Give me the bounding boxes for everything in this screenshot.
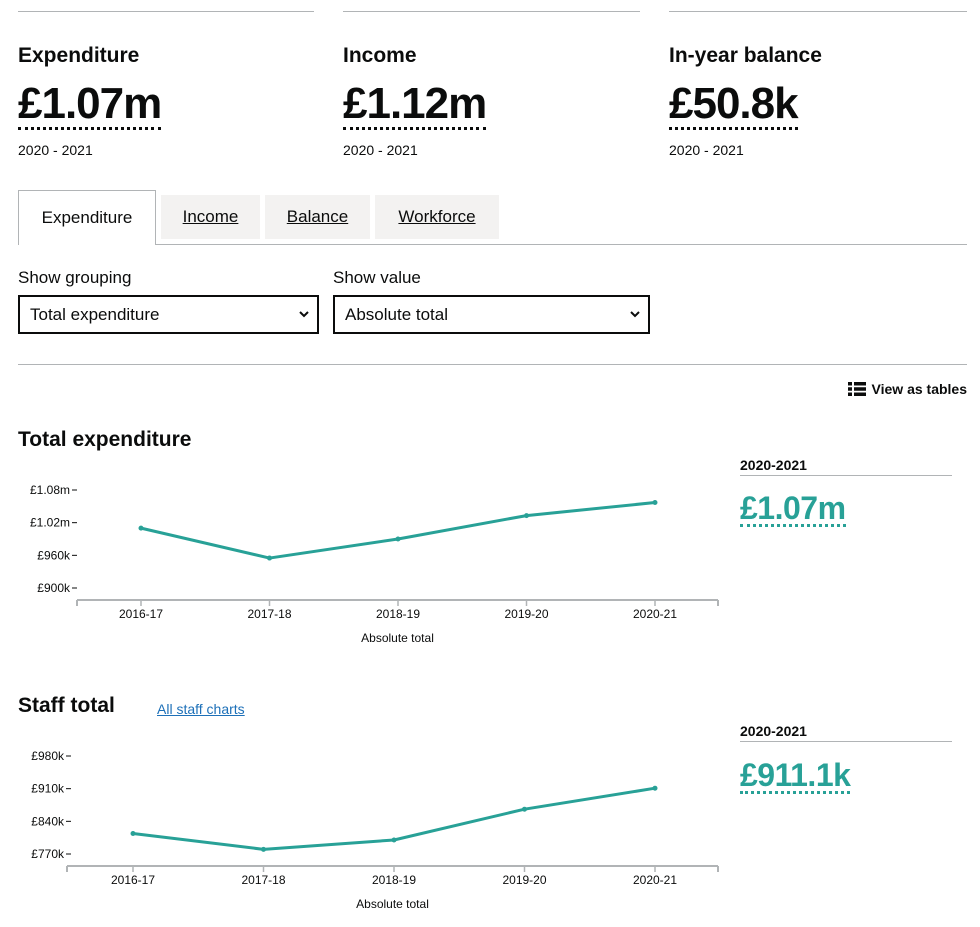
kpi-income-period: 2020 - 2021 — [343, 142, 418, 158]
staff-x-tick-label: 2017-18 — [241, 873, 285, 887]
kpi-income-value[interactable]: £1.12m — [343, 79, 487, 130]
tab-expenditure[interactable]: Expenditure — [18, 190, 156, 245]
expenditure-data-point — [138, 525, 144, 531]
expenditure-y-tick-label: £1.02m — [30, 516, 70, 530]
expenditure-x-tick-label: 2019-20 — [504, 607, 548, 621]
kpi-balance-label: In-year balance — [669, 44, 822, 67]
expenditure-x-tick-label: 2020-21 — [633, 607, 677, 621]
expenditure-data-point — [652, 500, 658, 506]
list-icon — [847, 382, 866, 396]
kpi-balance-period: 2020 - 2021 — [669, 142, 744, 158]
chart-title-total-expenditure: Total expenditure — [18, 428, 192, 451]
kpi-expenditure-label: Expenditure — [18, 44, 140, 67]
staff-x-tick-label: 2019-20 — [502, 873, 546, 887]
grouping-label: Show grouping — [18, 268, 132, 287]
chart2-side-divider — [740, 741, 952, 742]
chevron-down-icon — [299, 297, 309, 345]
expenditure-series-line — [139, 501, 657, 560]
staff-x-tick-label: 2018-19 — [372, 873, 416, 887]
chart2-side-period: 2020-2021 — [740, 723, 807, 739]
expenditure-x-tick-label: 2018-19 — [376, 607, 420, 621]
view-as-tables-link[interactable]: View as tables — [847, 381, 967, 397]
staff-total-chart: £980k £910k £840k £770k 2016-17 2017-18 2018-1… — [31, 749, 719, 911]
staff-y-tick-label: £840k — [31, 814, 65, 828]
expenditure-x-axis-label: Absolute total — [361, 631, 434, 645]
expenditure-y-tick-label: £1.08m — [30, 483, 70, 497]
tab-income[interactable]: Income — [161, 195, 260, 239]
kpi-expenditure-period: 2020 - 2021 — [18, 142, 93, 158]
chart-title-staff-total: Staff total — [18, 694, 115, 717]
staff-y-tick-label: £770k — [31, 847, 65, 861]
staff-data-point — [261, 846, 266, 852]
staff-y-tick-label: £910k — [31, 782, 65, 796]
chart1-side-period: 2020-2021 — [740, 457, 807, 473]
chart1-side-value[interactable]: £1.07m — [740, 490, 846, 527]
staff-data-point — [652, 785, 658, 791]
tab-list-border — [18, 244, 967, 245]
value-select-value: Absolute total — [345, 305, 449, 324]
expenditure-y-tick-label: £960k — [37, 548, 71, 562]
view-as-tables-label: View as tables — [871, 381, 967, 397]
staff-data-point — [522, 806, 527, 812]
staff-x-tick-label: 2020-21 — [633, 873, 677, 887]
staff-x-axis-label: Absolute total — [356, 897, 429, 911]
expenditure-y-tick-label: £900k — [37, 581, 71, 595]
chevron-down-icon — [630, 297, 640, 345]
expenditure-data-point — [267, 555, 272, 561]
kpi-balance-value[interactable]: £50.8k — [669, 79, 799, 130]
expenditure-data-point — [524, 513, 529, 519]
total-expenditure-chart: £1.08m £1.02m £960k £900k 2016-17 2017-18 2018… — [30, 483, 719, 645]
kpi-divider — [343, 11, 640, 12]
kpi-divider — [18, 11, 314, 12]
grouping-select[interactable]: Total expenditure — [18, 295, 319, 334]
expenditure-x-tick-label: 2017-18 — [247, 607, 291, 621]
section-divider — [18, 364, 967, 365]
staff-x-tick-label: 2016-17 — [111, 873, 155, 887]
grouping-select-value: Total expenditure — [30, 305, 160, 324]
kpi-income-label: Income — [343, 44, 417, 67]
value-label: Show value — [333, 268, 421, 287]
chart2-side-value[interactable]: £911.1k — [740, 757, 851, 794]
kpi-divider — [669, 11, 967, 12]
chart1-side-divider — [740, 475, 952, 476]
expenditure-data-point — [395, 536, 401, 542]
staff-y-tick-label: £980k — [31, 749, 65, 763]
tab-balance[interactable]: Balance — [265, 195, 370, 239]
staff-data-point — [391, 837, 397, 843]
kpi-expenditure-value[interactable]: £1.07m — [18, 79, 162, 130]
tab-workforce[interactable]: Workforce — [375, 195, 499, 239]
expenditure-x-tick-label: 2016-17 — [119, 607, 163, 621]
value-select[interactable]: Absolute total — [333, 295, 650, 334]
staff-data-point — [130, 830, 136, 836]
all-staff-charts-link[interactable]: All staff charts — [157, 701, 245, 717]
